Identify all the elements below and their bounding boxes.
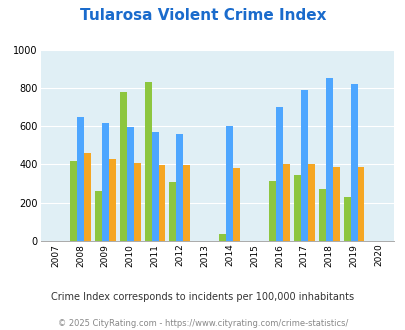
Bar (70, 160, 77, 241)
Bar (343, 197, 350, 241)
Bar (144, 82, 151, 241)
Text: Crime Index corresponds to incidents per 100,000 inhabitants: Crime Index corresponds to incidents per… (51, 292, 354, 302)
Bar (350, 84, 357, 241)
Bar (119, 92, 126, 241)
Bar (268, 181, 275, 241)
Bar (332, 167, 339, 241)
Bar (151, 132, 158, 241)
Bar (357, 167, 364, 241)
Bar (169, 182, 176, 241)
Bar (325, 78, 332, 241)
Bar (109, 159, 115, 241)
Bar (219, 234, 226, 241)
Bar (282, 164, 289, 241)
Bar (126, 127, 133, 241)
Bar (84, 153, 91, 241)
Bar (226, 126, 232, 241)
Bar (307, 164, 314, 241)
Bar (318, 189, 325, 241)
Bar (133, 163, 140, 241)
Bar (275, 107, 282, 241)
Bar (176, 134, 183, 241)
Bar (300, 90, 307, 241)
Text: Tularosa Violent Crime Index: Tularosa Violent Crime Index (79, 8, 326, 23)
Text: © 2025 CityRating.com - https://www.cityrating.com/crime-statistics/: © 2025 CityRating.com - https://www.city… (58, 319, 347, 328)
Bar (95, 191, 102, 241)
Bar (158, 165, 165, 241)
Bar (77, 117, 84, 241)
Bar (183, 165, 190, 241)
Bar (232, 168, 239, 241)
Bar (293, 175, 300, 241)
Bar (102, 123, 109, 241)
